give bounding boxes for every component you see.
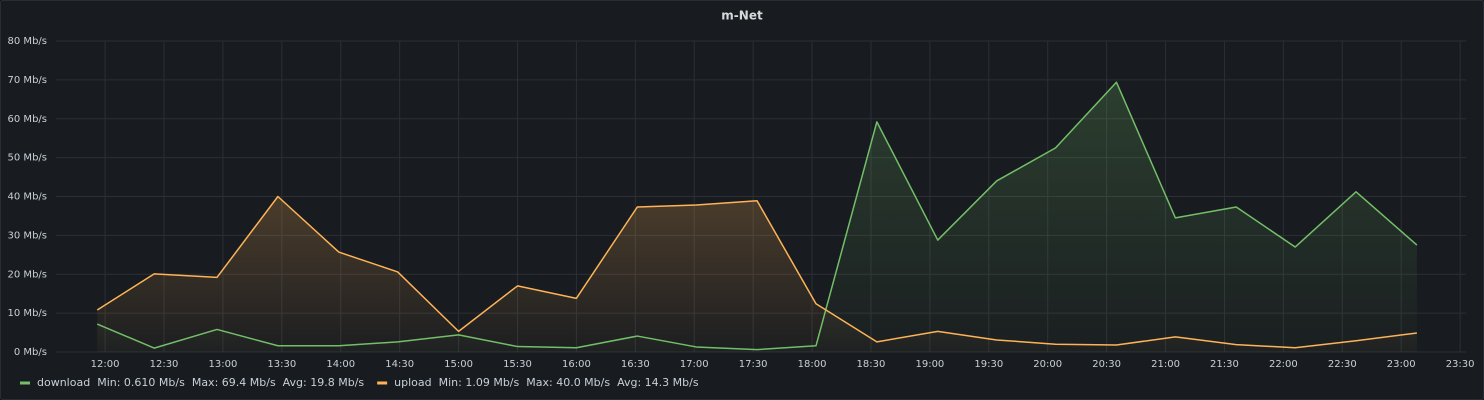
legend-stat: Min: 0.610 Mb/s (97, 376, 185, 389)
x-tick-label: 20:30 (1092, 359, 1121, 370)
legend-stat: Avg: 19.8 Mb/s (283, 376, 365, 389)
legend-stat: Max: 40.0 Mb/s (526, 376, 610, 389)
x-tick-label: 21:30 (1210, 359, 1239, 370)
x-tick-label: 22:30 (1328, 359, 1357, 370)
x-tick-label: 23:00 (1387, 359, 1416, 370)
x-tick-label: 14:00 (326, 359, 355, 370)
y-tick-label: 80 Mb/s (8, 36, 47, 47)
legend-label: upload (394, 376, 431, 389)
x-tick-label: 17:00 (680, 359, 709, 370)
x-tick-label: 13:30 (267, 359, 296, 370)
x-tick-label: 18:00 (798, 359, 827, 370)
x-tick-label: 17:30 (739, 359, 768, 370)
x-tick-label: 22:00 (1269, 359, 1298, 370)
legend-stat: Max: 69.4 Mb/s (192, 376, 276, 389)
y-tick-label: 60 Mb/s (8, 114, 47, 125)
area-fill (97, 196, 1417, 352)
chart-title: m-Net (721, 9, 763, 23)
x-tick-label: 20:00 (1033, 359, 1062, 370)
x-tick-label: 15:00 (444, 359, 473, 370)
y-tick-label: 0 Mb/s (14, 347, 47, 358)
x-tick-label: 12:30 (150, 359, 179, 370)
series-line (96, 195, 1418, 349)
x-tick-label: 18:30 (857, 359, 886, 370)
y-tick-label: 40 Mb/s (8, 192, 47, 203)
legend-label: download (37, 376, 90, 389)
legend-stat: Avg: 14.3 Mb/s (617, 376, 699, 389)
area-fill (97, 82, 1417, 353)
y-tick-label: 70 Mb/s (8, 75, 47, 86)
x-tick-label: 12:00 (91, 359, 120, 370)
series-line (96, 81, 1418, 351)
x-tick-label: 14:30 (385, 359, 414, 370)
legend-stat: Min: 1.09 Mb/s (439, 376, 520, 389)
x-tick-label: 16:00 (562, 359, 591, 370)
x-tick-label: 23:30 (1446, 359, 1475, 370)
x-tick-label: 19:30 (974, 359, 1003, 370)
x-tick-label: 19:00 (915, 359, 944, 370)
x-tick-label: 16:30 (621, 359, 650, 370)
y-tick-label: 50 Mb/s (8, 153, 47, 164)
y-tick-label: 10 Mb/s (8, 308, 47, 319)
y-tick-label: 30 Mb/s (8, 230, 47, 241)
x-tick-label: 15:30 (503, 359, 532, 370)
y-tick-label: 20 Mb/s (8, 269, 47, 280)
x-tick-label: 13:00 (209, 359, 238, 370)
x-tick-label: 21:00 (1151, 359, 1180, 370)
